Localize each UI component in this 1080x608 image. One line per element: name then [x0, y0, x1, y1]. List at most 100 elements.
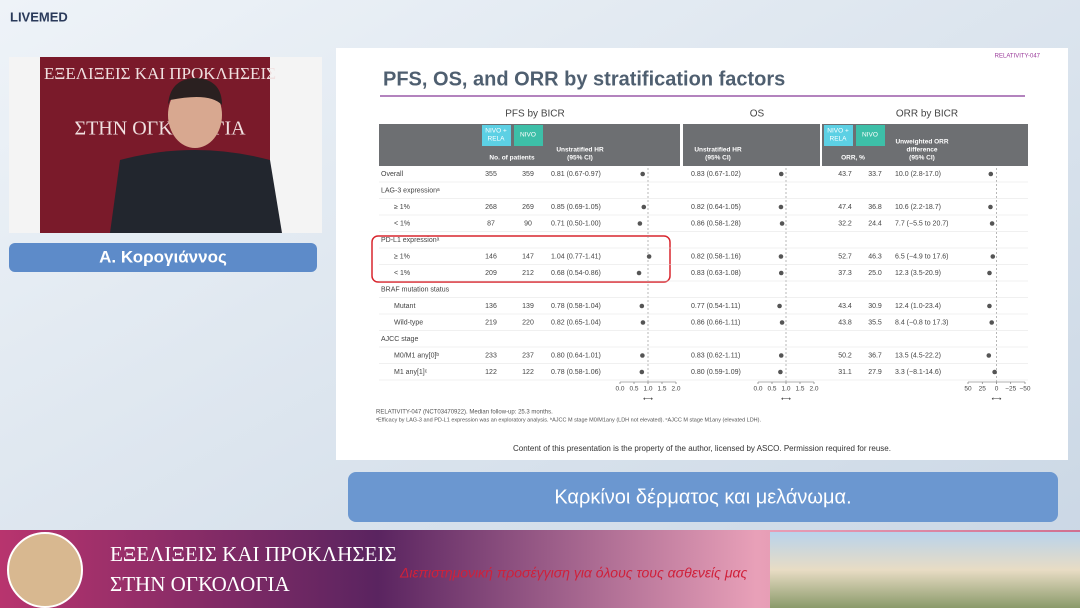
estimate [778, 270, 784, 276]
name-bar [9, 243, 317, 272]
tick-label: −25 [1005, 386, 1016, 393]
estimate [988, 171, 994, 177]
caption-bar [348, 472, 1058, 522]
estimate [778, 369, 783, 375]
cell: 0.80 (0.64-1.01) [551, 352, 601, 359]
caption: Καρκίνοι δέρματος και μελάνωμα. [554, 486, 851, 508]
estimate [990, 254, 996, 259]
estimate [988, 204, 993, 210]
tick-label: 1.5 [795, 386, 804, 393]
row-label: BRAF mutation status [381, 286, 450, 293]
legend-arrow: ⟷ [781, 396, 791, 403]
cell: 220 [522, 319, 534, 326]
cell: 35.5 [868, 319, 882, 326]
cell: 37.3 [838, 270, 852, 277]
cell: 0.82 (0.64-1.05) [691, 204, 741, 211]
banner-logo [7, 532, 83, 608]
estimate [636, 270, 642, 276]
cell: 0.81 (0.67-0.97) [551, 171, 601, 178]
highlight [371, 235, 671, 283]
header-text: NIVO [862, 132, 878, 139]
tick-label: 0.0 [615, 386, 624, 393]
header-text: RELA [830, 136, 848, 143]
video: ΕΞΕΛΙΞΕΙΣ ΚΑΙ ΠΡΟΚΛΗΣΕΙΣ ΣΤΗΝ ΟΓΚΟΛΟΓΙΑ [9, 57, 322, 233]
estimate [986, 353, 992, 358]
header-text: NIVO + [485, 128, 507, 135]
speaker-name: Α. Κορογιάννος [99, 247, 227, 266]
footnote: ᵃEfficacy by LAG-3 and PD-L1 expression … [376, 416, 761, 423]
footnote: RELATIVITY-047 (NCT03470922). Median fol… [376, 410, 553, 416]
cell: 32.2 [838, 220, 852, 227]
row-label: Overall [381, 171, 404, 178]
tick-label: 50 [964, 386, 972, 393]
slide [336, 48, 1068, 460]
cell: 10.0 (2.8-17.0) [895, 171, 941, 178]
estimate [641, 204, 647, 210]
cell: 359 [522, 171, 534, 178]
header-text: ORR, % [841, 155, 865, 162]
row-label: Wild-type [394, 319, 423, 326]
arm-box [514, 125, 543, 146]
cell: 87 [487, 220, 495, 227]
estimate [637, 221, 643, 226]
cell: 46.3 [868, 253, 882, 260]
header-text: (95% CI) [705, 155, 731, 162]
header-text: (95% CI) [567, 155, 593, 162]
cell: 52.7 [838, 253, 852, 260]
estimate [778, 171, 784, 177]
row-label: < 1% [394, 220, 410, 227]
estimate [987, 270, 992, 276]
cell: 0.86 (0.58-1.28) [691, 220, 741, 227]
cell: 146 [485, 253, 497, 260]
cell: 237 [522, 352, 534, 359]
cell: 43.8 [838, 319, 852, 326]
row-label: LAG-3 expressionᵃ [381, 187, 440, 194]
cell: 269 [522, 204, 534, 211]
cell: 0.82 (0.58-1.16) [691, 253, 741, 260]
speaker-head [168, 82, 222, 148]
arm-box [856, 125, 885, 146]
estimate [778, 353, 784, 358]
cell: 0.83 (0.62-1.11) [691, 352, 740, 359]
slide-content: RELATIVITY-047 PFS, OS, and ORR by strat… [371, 54, 1041, 423]
tick-label: 25 [979, 386, 987, 393]
header-text: difference [906, 147, 937, 154]
study-tag: RELATIVITY-047 [995, 54, 1041, 60]
tick-label: 0.5 [767, 386, 776, 393]
cell: 0.82 (0.65-1.04) [551, 319, 601, 326]
header-text: NIVO [520, 132, 536, 139]
tick-label: 0.0 [753, 386, 762, 393]
cell: 7.7 (−5.5 to 20.7) [895, 220, 949, 227]
estimate [777, 303, 782, 309]
tick-label: −50 [1019, 386, 1030, 393]
row-label: PD-L1 expressionᵃ [381, 237, 440, 244]
estimate [778, 254, 784, 259]
copyright: Content of this presentation is the prop… [513, 444, 891, 453]
cell: 50.2 [838, 352, 852, 359]
cell: 0.85 (0.69-1.05) [551, 204, 601, 211]
tick-label: 1.0 [643, 386, 652, 393]
section-title: ORR by BICR [896, 109, 958, 120]
cell: 8.4 (−0.8 to 17.3) [895, 319, 949, 326]
arm-box [824, 125, 853, 146]
cell: 0.83 (0.63-1.08) [691, 270, 741, 277]
row-label: AJCC stage [381, 336, 418, 343]
row-label: M0/M1 any[0]ᵇ [394, 352, 439, 359]
cell: 6.5 (−4.9 to 17.6) [895, 253, 949, 260]
cell: 1.04 (0.77-1.41) [551, 253, 601, 260]
speaker-hair [168, 78, 222, 105]
estimate [779, 221, 785, 226]
cell: 122 [485, 369, 497, 376]
cell: 3.3 (−8.1-14.6) [895, 369, 941, 376]
cell: 31.1 [838, 369, 852, 376]
estimate [778, 204, 784, 210]
cell: 12.3 (3.5-20.9) [895, 270, 941, 277]
estimate [646, 254, 652, 259]
header-text: Unweighted ORR [895, 139, 948, 146]
tick-label: 1.5 [657, 386, 666, 393]
banner-photo [770, 532, 1080, 608]
tick-label: 1.0 [781, 386, 790, 393]
cell: 122 [522, 369, 534, 376]
header-text: NIVO + [827, 128, 849, 135]
